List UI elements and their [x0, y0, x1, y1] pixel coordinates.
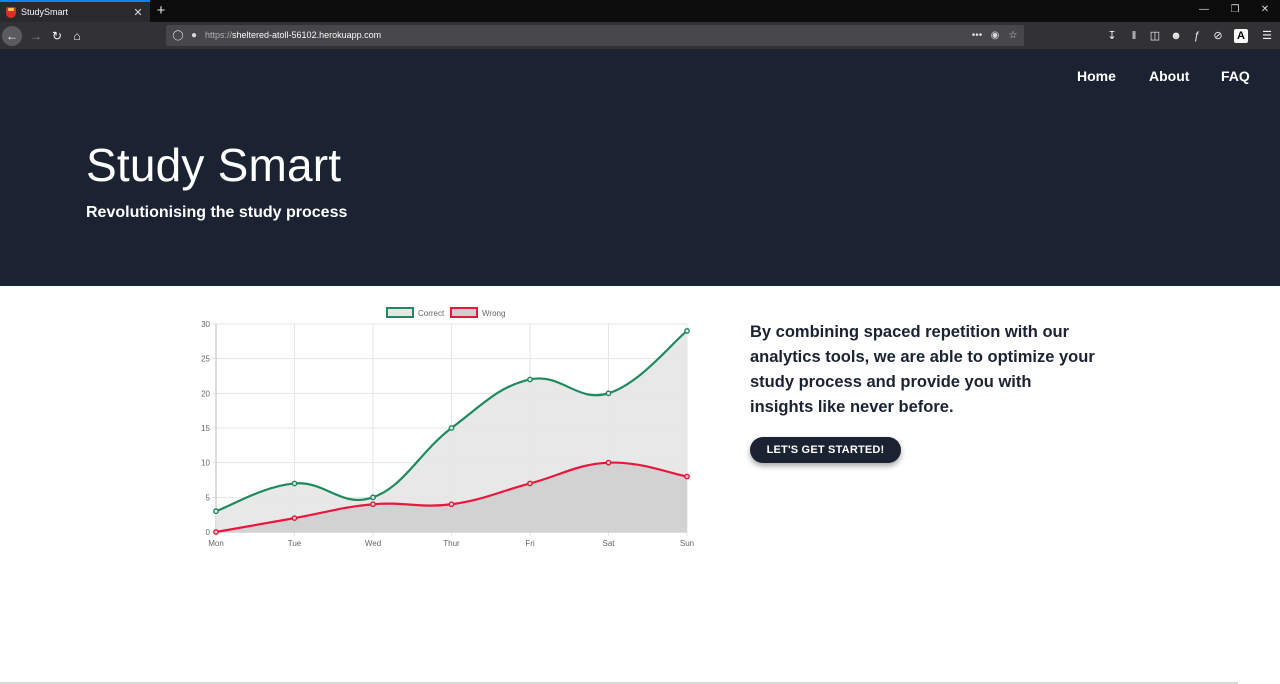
data-point-correct — [370, 494, 376, 501]
home-icon[interactable]: ⌂ — [73, 29, 81, 43]
data-point-wrong — [527, 480, 533, 487]
y-tick-label: 5 — [206, 493, 211, 502]
window-close-icon[interactable]: ✕ — [1260, 4, 1270, 15]
menu-icon[interactable]: ☰ — [1262, 30, 1272, 42]
y-tick-label: 0 — [206, 528, 211, 537]
browser-tab[interactable]: StudySmart ✕ — [0, 0, 150, 22]
downloads-icon[interactable]: ↧ — [1107, 30, 1117, 42]
font-icon[interactable]: ƒ — [1193, 30, 1201, 42]
lock-icon[interactable]: ● — [190, 30, 198, 41]
nav-faq-link[interactable]: FAQ — [1221, 68, 1250, 84]
new-tab-button[interactable]: + — [156, 2, 166, 19]
x-tick-label: Sun — [680, 539, 694, 548]
nav-about-link[interactable]: About — [1149, 68, 1190, 84]
chart-svg: 0 5 10 15 20 25 30 Mon Tue Wed Thur Fri Sat Sun Correc… — [201, 307, 694, 548]
data-point-correct — [448, 425, 455, 431]
sidebar-icon[interactable]: ◫ — [1149, 30, 1161, 42]
data-point-correct — [213, 508, 219, 515]
x-tick-label: Fri — [525, 539, 535, 548]
browser-toolbar: ← → ↻ ⌂ ◯ ● https://sheltered-atoll-5610… — [0, 22, 1280, 49]
bookmark-star-icon[interactable]: ☆ — [1008, 30, 1018, 41]
legend-label-wrong: Wrong — [482, 309, 505, 318]
legend-swatch-correct — [386, 307, 414, 318]
reload-icon[interactable]: ↻ — [51, 29, 63, 43]
y-tick-label: 15 — [201, 424, 210, 433]
browser-tab-strip: StudySmart ✕ + — ❐ ✕ — [0, 0, 1280, 22]
hero-title: Study Smart — [86, 139, 342, 191]
y-tick-label: 30 — [201, 320, 210, 329]
data-point-wrong — [605, 459, 612, 466]
y-tick-label: 25 — [201, 355, 210, 364]
url-scheme: https:// — [205, 30, 233, 40]
forward-arrow-icon[interactable]: → — [30, 29, 42, 43]
data-point-wrong — [213, 529, 219, 535]
y-tick-label: 10 — [201, 459, 210, 468]
site-favicon-icon — [6, 6, 16, 18]
x-tick-label: Mon — [208, 539, 224, 548]
data-point-correct — [527, 376, 533, 383]
data-point-wrong — [684, 473, 690, 480]
url-host: sheltered-atoll-56102.herokuapp.com — [232, 30, 382, 40]
page-bottom-divider — [0, 682, 1238, 684]
pitch-text: By combining spaced repetition with our … — [750, 323, 1095, 416]
page-actions-icon[interactable]: ••• — [971, 30, 983, 41]
minimize-icon[interactable]: — — [1199, 4, 1209, 15]
x-tick-label: Tue — [288, 539, 302, 548]
x-tick-label: Thur — [443, 539, 460, 548]
data-point-correct — [605, 390, 612, 397]
pocket-icon[interactable]: ◉ — [990, 30, 1000, 41]
y-tick-label: 20 — [201, 389, 210, 398]
legend-swatch-wrong — [450, 307, 478, 318]
shield-icon[interactable]: ◯ — [172, 30, 184, 41]
address-bar[interactable]: ◯ ● https://sheltered-atoll-56102.heroku… — [166, 25, 1024, 46]
hero-section — [0, 49, 1280, 286]
data-point-correct — [291, 480, 298, 487]
account-icon[interactable]: ☻ — [1170, 30, 1182, 42]
data-point-wrong — [448, 501, 455, 508]
study-analytics-chart: 0 5 10 15 20 25 30 Mon Tue Wed Thur Fri Sat Sun Correc… — [190, 302, 700, 554]
x-tick-label: Wed — [365, 539, 381, 548]
data-point-correct — [684, 328, 690, 334]
library-icon[interactable]: ‖ — [1131, 30, 1137, 42]
reader-view-icon[interactable]: A — [1234, 29, 1248, 43]
block-icon[interactable]: ⊘ — [1213, 30, 1223, 42]
restore-icon[interactable]: ❐ — [1230, 4, 1240, 15]
url-text[interactable]: https://sheltered-atoll-56102.herokuapp.… — [205, 25, 381, 46]
data-point-wrong — [291, 515, 298, 522]
x-tick-label: Sat — [602, 539, 615, 548]
legend-label-correct: Correct — [418, 309, 445, 318]
tab-title: StudySmart — [21, 7, 69, 17]
hero-subtitle: Revolutionising the study process — [86, 204, 348, 221]
tab-close-icon[interactable]: ✕ — [133, 6, 143, 19]
data-point-wrong — [370, 501, 376, 508]
series-area-wrong — [216, 462, 687, 532]
nav-home-link[interactable]: Home — [1077, 68, 1116, 84]
get-started-button[interactable]: LET'S GET STARTED! — [750, 437, 901, 463]
back-arrow-icon[interactable]: ← — [2, 26, 22, 46]
